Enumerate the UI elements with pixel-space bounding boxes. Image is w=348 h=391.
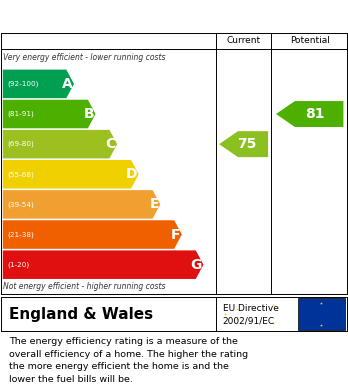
Text: Potential: Potential [290,36,330,45]
Polygon shape [3,220,182,249]
Polygon shape [3,100,96,128]
Text: (21-38): (21-38) [7,231,34,238]
Polygon shape [3,190,160,219]
Polygon shape [3,70,74,98]
Text: 81: 81 [305,107,325,121]
Text: 2002/91/EC: 2002/91/EC [223,316,275,325]
Bar [298,298,345,330]
Text: Very energy efficient - lower running costs: Very energy efficient - lower running co… [3,52,165,61]
Text: C: C [105,137,116,151]
Text: (55-68): (55-68) [7,171,34,178]
Text: Energy Efficiency Rating: Energy Efficiency Rating [9,10,230,25]
Polygon shape [3,130,117,158]
Text: G: G [191,258,202,272]
Text: A: A [62,77,73,91]
Text: The energy efficiency rating is a measure of the
overall efficiency of a home. T: The energy efficiency rating is a measur… [9,337,248,384]
Text: (92-100): (92-100) [7,81,38,87]
Text: Not energy efficient - higher running costs: Not energy efficient - higher running co… [3,282,165,291]
Polygon shape [219,131,268,157]
Text: E: E [149,197,159,212]
Polygon shape [3,160,139,188]
Text: Current: Current [227,36,261,45]
Text: D: D [126,167,137,181]
Text: (1-20): (1-20) [7,262,29,268]
Text: (81-91): (81-91) [7,111,34,117]
Text: England & Wales: England & Wales [9,307,153,321]
Text: EU Directive: EU Directive [223,304,279,313]
Polygon shape [276,101,343,127]
Text: (39-54): (39-54) [7,201,34,208]
Text: B: B [84,107,94,121]
Text: F: F [171,228,181,242]
Text: (69-80): (69-80) [7,141,34,147]
Text: 75: 75 [238,137,257,151]
Polygon shape [3,250,204,279]
